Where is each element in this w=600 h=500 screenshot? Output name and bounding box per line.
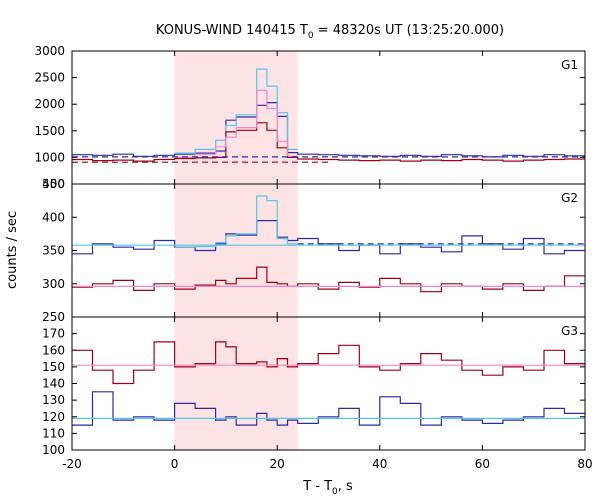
panel-label: G2 [561,191,578,205]
series-line [72,122,585,162]
chart-title: KONUS-WIND 140415 T0 = 48320s UT (13:25:… [156,23,504,41]
y-tick-label: 350 [42,244,65,258]
y-tick-label: 300 [42,277,65,291]
y-tick-label: 1000 [34,150,65,164]
x-axis-label: T - T0, s [302,479,353,497]
panel-frame [71,183,586,318]
y-tick-label: 110 [42,426,65,440]
x-tick-label: 20 [270,457,285,471]
y-tick-label: 150 [42,360,65,374]
y-tick-label: 2500 [34,71,65,85]
x-tick-label: 60 [475,457,490,471]
y-tick-label: 450 [42,177,65,191]
y-tick-label: 130 [42,393,65,407]
y-tick-label: 160 [42,343,65,357]
y-tick-label: 140 [42,377,65,391]
series-line [72,391,585,426]
panel-frame [71,316,586,451]
series-line [72,102,585,158]
y-tick-label: 120 [42,410,65,424]
y-tick-label: 3000 [34,44,65,58]
y-tick-label: 400 [42,210,65,224]
shaded-interval [174,51,298,450]
y-axis-label: counts / sec [5,211,20,289]
series-line [174,89,298,158]
panel-label: G3 [561,324,578,338]
y-tick-label: 500 [42,177,65,191]
y-tick-label: 1500 [34,124,65,138]
panel-label: G1 [561,58,578,72]
x-tick-label: 40 [372,457,387,471]
series-line [72,266,585,293]
y-tick-label: 2000 [34,97,65,111]
y-tick-label: 170 [42,327,65,341]
panel-frame [71,50,586,185]
x-tick-label: 80 [577,457,592,471]
series-line [174,68,298,154]
series-line [72,341,585,385]
series-line [72,220,585,255]
y-tick-label: 100 [42,443,65,457]
y-tick-label: 250 [42,310,65,324]
plot-area: 50010001500200025003000G1250300350400450… [34,44,592,471]
series-line [174,195,298,248]
x-tick-label: -20 [62,457,82,471]
x-tick-label: 0 [171,457,179,471]
